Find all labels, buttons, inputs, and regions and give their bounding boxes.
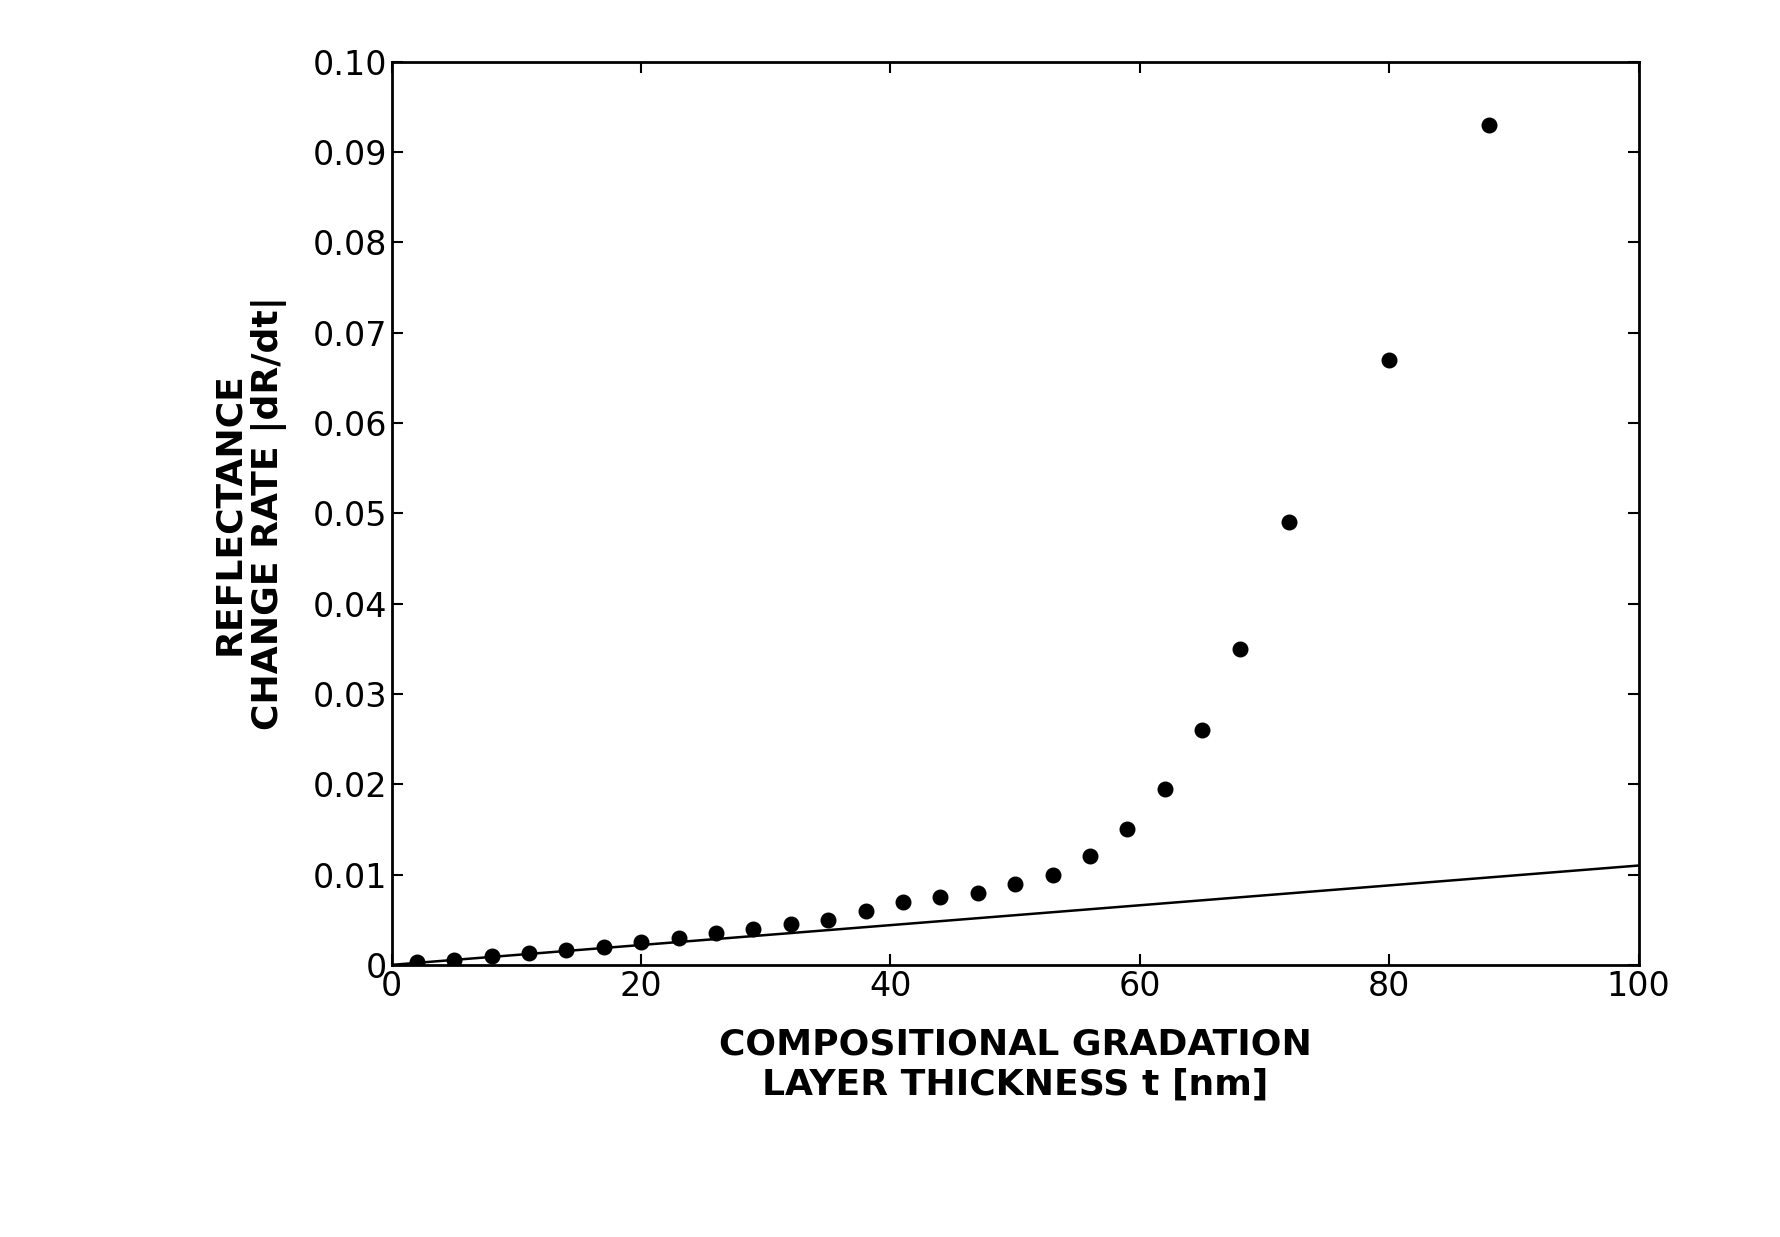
- Point: [1274, 512, 1303, 532]
- Point: [477, 946, 506, 966]
- Point: [739, 919, 767, 939]
- Point: [701, 923, 730, 943]
- Point: [1374, 350, 1403, 370]
- Point: [1225, 638, 1253, 658]
- Point: [813, 910, 842, 930]
- Point: [963, 883, 991, 903]
- Point: [627, 933, 655, 952]
- Point: [1075, 846, 1104, 866]
- Point: [1038, 865, 1066, 884]
- Point: [440, 950, 468, 970]
- Point: [514, 944, 543, 964]
- Point: [1000, 873, 1029, 893]
- Point: [1150, 779, 1178, 799]
- Point: [664, 928, 692, 948]
- Point: [926, 887, 954, 907]
- Point: [589, 936, 618, 956]
- Point: [402, 952, 431, 972]
- Point: [888, 892, 917, 912]
- Point: [776, 914, 805, 934]
- Point: [851, 901, 879, 920]
- Point: [1112, 820, 1141, 840]
- Y-axis label: REFLECTANCE
CHANGE RATE |dR/dt|: REFLECTANCE CHANGE RATE |dR/dt|: [212, 297, 287, 730]
- Point: [552, 940, 580, 960]
- X-axis label: COMPOSITIONAL GRADATION
LAYER THICKNESS t [nm]: COMPOSITIONAL GRADATION LAYER THICKNESS …: [719, 1028, 1310, 1101]
- Point: [1474, 115, 1502, 135]
- Point: [1187, 720, 1216, 740]
